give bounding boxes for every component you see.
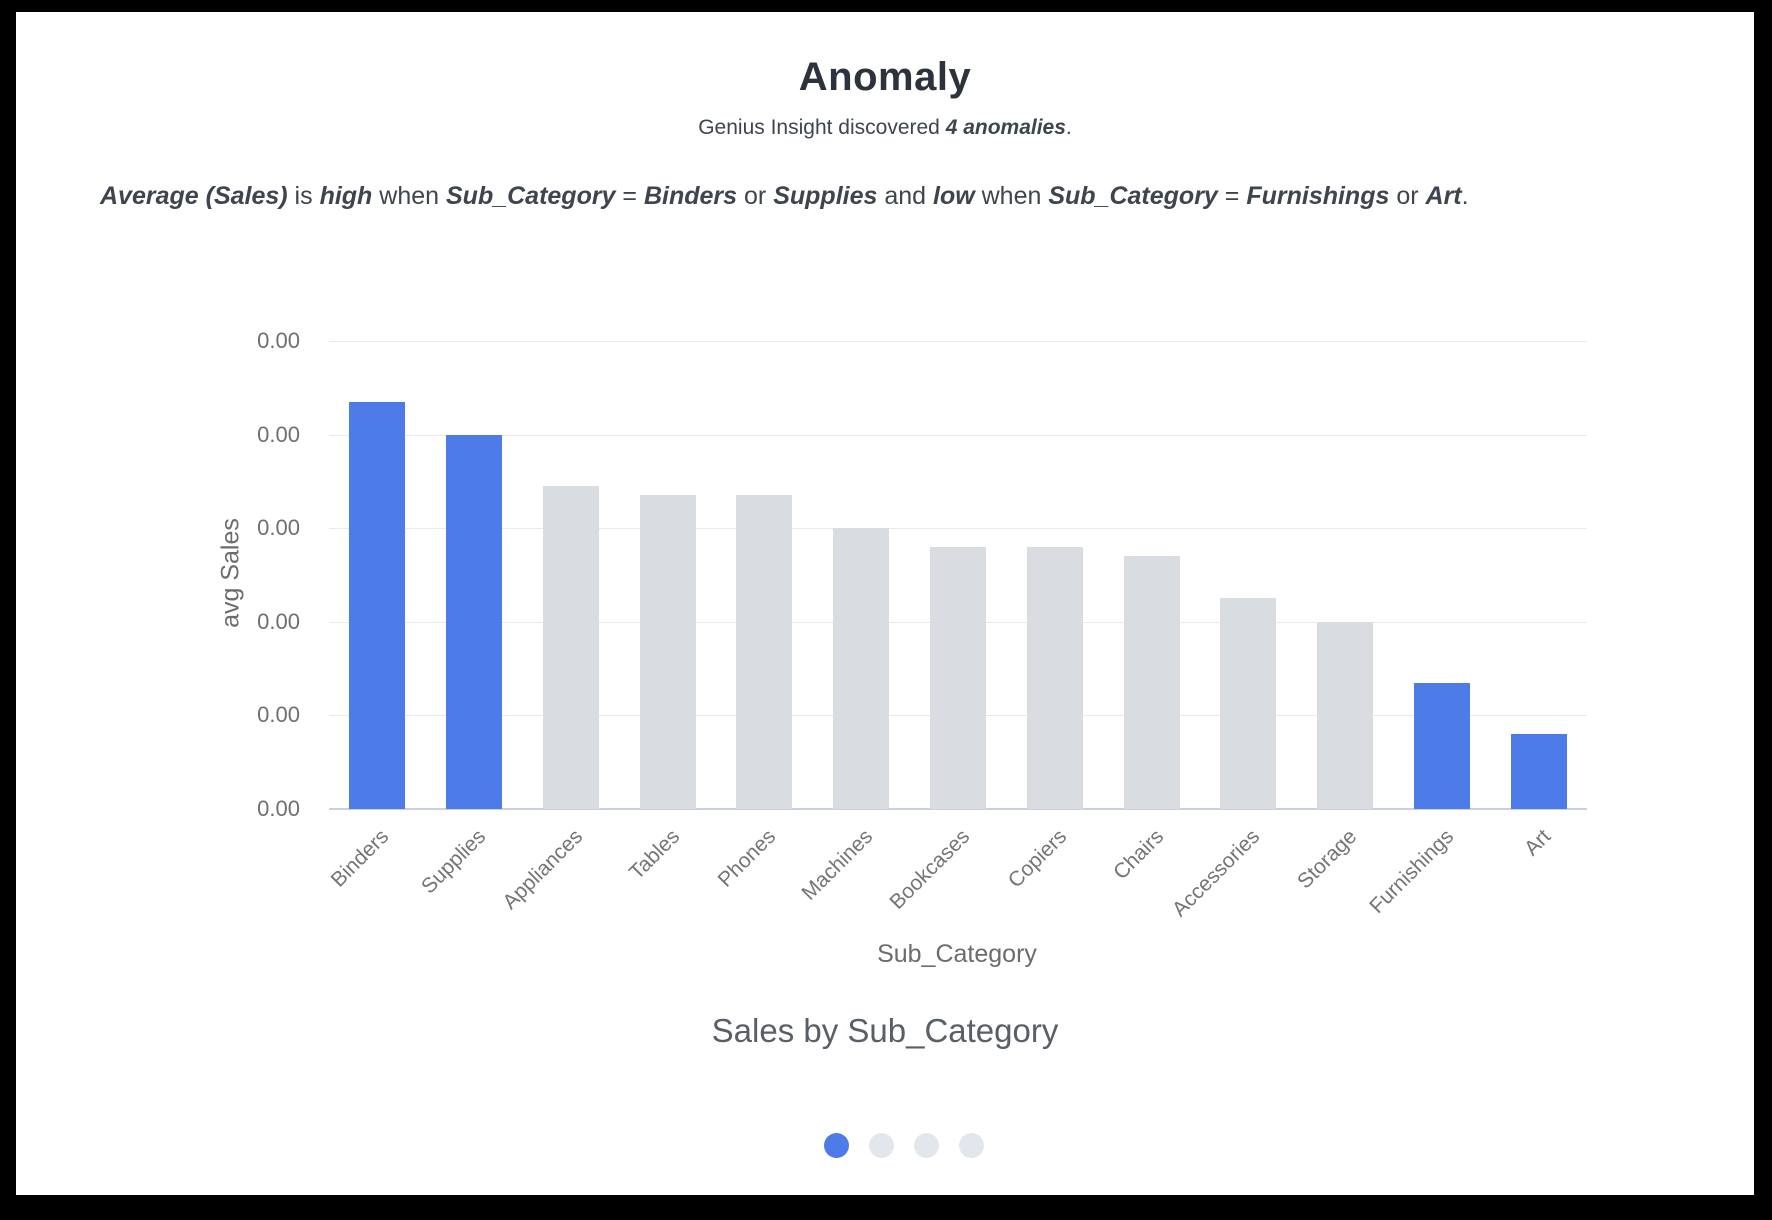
insight-segment: =	[1217, 182, 1247, 210]
subtitle-prefix: Genius Insight discovered	[698, 116, 946, 139]
subtitle-highlight: 4 anomalies	[945, 116, 1066, 139]
subtitle-suffix: .	[1065, 116, 1072, 139]
insight-segment: or	[737, 182, 774, 210]
y-axis-tick-label: 0.00	[257, 515, 300, 541]
insight-sentence: Average (Sales) is high when Sub_Categor…	[100, 182, 1700, 211]
bar-tables[interactable]	[639, 495, 696, 809]
bar-phones[interactable]	[736, 495, 793, 809]
insight-segment: when	[974, 182, 1049, 210]
bar-chairs[interactable]	[1123, 556, 1180, 809]
y-axis-tick-label: 0.00	[257, 328, 300, 353]
bar-copiers[interactable]	[1026, 546, 1083, 809]
y-axis-tick-label: 0.00	[257, 796, 300, 821]
insight-segment: Sub_Category	[446, 182, 616, 210]
bar-storage[interactable]	[1317, 621, 1374, 809]
insight-segment: Supplies	[773, 182, 878, 210]
bar-binders[interactable]	[349, 401, 406, 809]
insight-segment: .	[1461, 182, 1469, 210]
bar-supplies[interactable]	[446, 434, 503, 809]
y-axis-tick-label: 0.00	[257, 702, 300, 728]
bar-accessories[interactable]	[1220, 598, 1277, 809]
insight-segment: Art	[1425, 182, 1462, 210]
gridline	[329, 528, 1587, 530]
pagination-dot-3[interactable]	[914, 1133, 939, 1158]
insight-segment: when	[372, 182, 446, 210]
pagination-dot-1-active[interactable]	[824, 1133, 849, 1158]
x-axis-title: Sub_Category	[877, 940, 1037, 968]
pagination-dots	[16, 1133, 1754, 1158]
bar-appliances[interactable]	[542, 486, 599, 809]
gridline	[329, 434, 1587, 436]
insight-segment: high	[319, 182, 373, 210]
insight-segment: =	[615, 182, 644, 210]
insight-segment: Average (Sales)	[100, 182, 288, 210]
x-axis-line	[329, 808, 1587, 810]
bar-bookcases[interactable]	[930, 546, 986, 809]
pagination-dot-4[interactable]	[959, 1133, 984, 1158]
page-title: Anomaly	[798, 55, 972, 99]
header-subtitle: Genius Insight discovered 4 anomalies.	[16, 116, 1754, 140]
insight-segment: low	[933, 182, 975, 210]
insight-segment: Furnishings	[1246, 182, 1390, 210]
insight-segment: or	[1389, 182, 1426, 210]
y-axis-tick-label: 0.00	[257, 421, 300, 447]
chart-title: Sales by Sub_Category	[711, 1012, 1059, 1049]
bar-machines[interactable]	[833, 528, 890, 809]
gridline	[329, 341, 1587, 342]
insight-segment: and	[877, 182, 933, 210]
insight-segment: Binders	[643, 182, 738, 210]
pagination-dot-2[interactable]	[869, 1133, 894, 1158]
insight-card: Anomaly Genius Insight discovered 4 anom…	[16, 12, 1754, 1195]
bar-furnishings[interactable]	[1413, 682, 1470, 809]
bar-chart: avg Sales Sub_Category Sales by Sub_Cate…	[16, 12, 1754, 1195]
insight-segment: Sub_Category	[1048, 182, 1218, 210]
bar-art[interactable]	[1510, 734, 1567, 809]
insight-segment: is	[287, 182, 320, 210]
y-axis-tick-label: 0.00	[257, 608, 300, 634]
